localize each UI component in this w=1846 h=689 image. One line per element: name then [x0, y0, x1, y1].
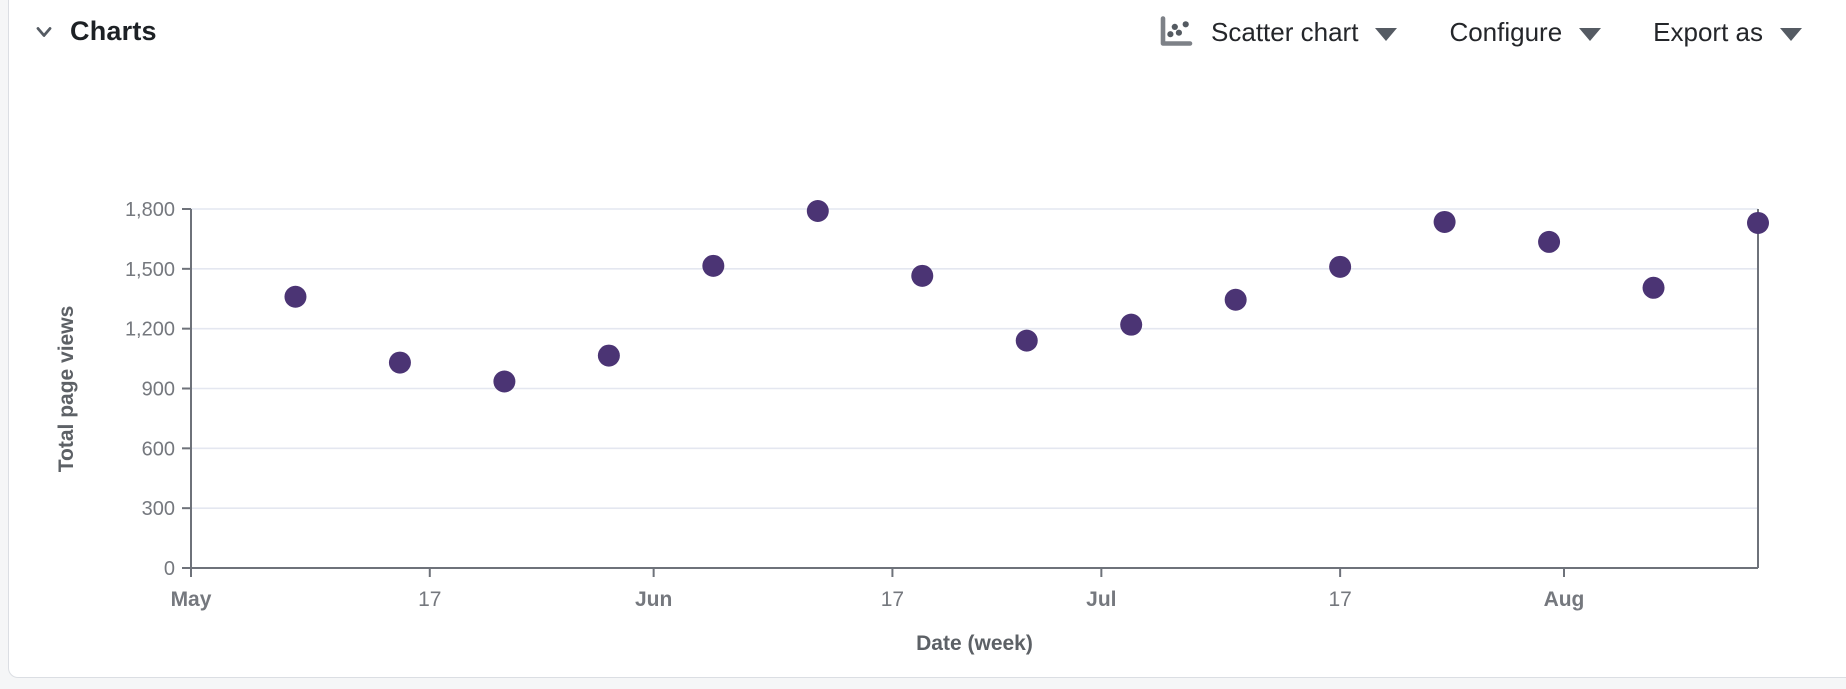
y-tick-label: 0	[164, 558, 175, 580]
x-tick-label: Jun	[635, 588, 672, 611]
chevron-down-icon	[1579, 27, 1602, 41]
x-axis-title: Date (week)	[916, 632, 1033, 655]
collapse-section-button[interactable]	[31, 19, 57, 45]
y-tick-label: 1,500	[125, 259, 175, 281]
data-point	[806, 199, 829, 222]
data-point	[1224, 288, 1247, 311]
x-tick-label: 17	[418, 588, 441, 611]
data-point	[1642, 276, 1665, 299]
y-tick-label: 600	[142, 438, 175, 460]
chevron-down-icon	[1780, 27, 1802, 41]
configure-dropdown[interactable]: Configure	[1449, 16, 1602, 48]
data-point	[1433, 210, 1456, 233]
data-point	[388, 351, 411, 374]
charts-section-header: Charts	[31, 16, 157, 47]
data-point	[1120, 313, 1143, 336]
x-tick-label: 17	[1328, 588, 1351, 611]
x-tick-label: May	[171, 588, 212, 611]
data-point	[911, 264, 934, 287]
chevron-down-icon	[36, 26, 52, 37]
y-tick-label: 1,800	[125, 199, 175, 221]
y-tick-label: 300	[142, 498, 175, 520]
data-point	[493, 370, 516, 393]
chart-type-dropdown[interactable]: Scatter chart	[1157, 15, 1398, 49]
data-point	[1538, 230, 1561, 253]
chevron-down-icon	[1375, 27, 1398, 41]
chart-toolbar: Scatter chart Configure Export as	[1157, 15, 1802, 49]
chart-type-label: Scatter chart	[1211, 16, 1359, 47]
data-point	[1015, 329, 1038, 352]
y-tick-label: 900	[142, 379, 175, 401]
data-point	[702, 254, 725, 277]
y-axis-title: Total page views	[55, 306, 78, 473]
configure-label: Configure	[1449, 16, 1563, 47]
data-point	[284, 285, 307, 308]
y-tick-label: 1,200	[125, 319, 175, 341]
charts-panel: Charts Scatter chart Configure Export as…	[8, 0, 1846, 678]
x-tick-label: 17	[881, 588, 904, 611]
export-dropdown[interactable]: Export as	[1653, 17, 1802, 48]
data-point	[1329, 255, 1352, 278]
scatter-chart: 0 300 600 900 1,200 1,500 1,800 May 17 Jun 17 Jul 17…	[55, 199, 1769, 655]
data-point	[1747, 211, 1769, 234]
x-tick-label: Aug	[1544, 588, 1585, 611]
scatter-chart-icon	[1160, 16, 1193, 46]
data-point	[597, 344, 620, 367]
x-tick-label: Jul	[1086, 588, 1116, 611]
export-label: Export as	[1653, 16, 1763, 47]
page-title: Charts	[70, 16, 157, 46]
chart-area: 0 300 600 900 1,200 1,500 1,800 May 17 Jun 17 Jul 17…	[9, 0, 1846, 684]
